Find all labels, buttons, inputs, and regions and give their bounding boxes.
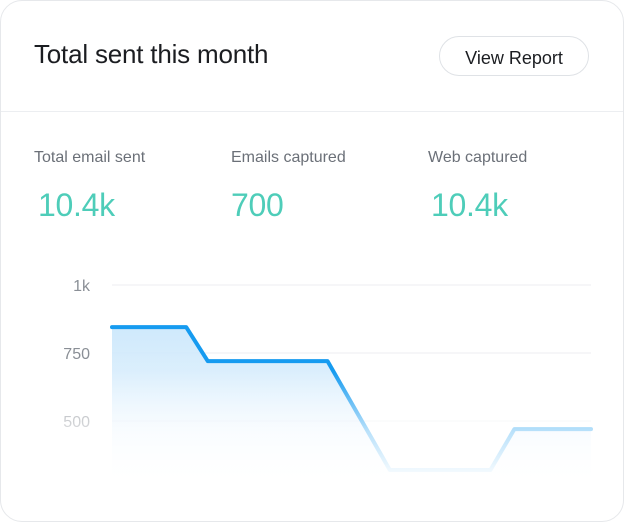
stat-label: Emails captured bbox=[231, 149, 346, 166]
stat-label: Web captured bbox=[428, 149, 528, 166]
data-point bbox=[326, 359, 330, 363]
y-tick-label: 500 bbox=[63, 414, 90, 431]
stat-value: 700 bbox=[231, 187, 284, 223]
data-point bbox=[488, 468, 492, 472]
y-tick-label: 1k bbox=[73, 278, 91, 295]
card-title: Total sent this month bbox=[34, 39, 269, 69]
view-report-button[interactable]: View Report bbox=[439, 36, 589, 76]
data-point bbox=[206, 359, 210, 363]
data-point bbox=[388, 468, 392, 472]
data-point bbox=[512, 427, 516, 431]
stat-web-captured: Web captured 10.4k bbox=[428, 149, 527, 224]
card-header: Total sent this month View Report bbox=[1, 1, 623, 112]
y-tick-label: 750 bbox=[63, 346, 90, 363]
data-point bbox=[589, 427, 593, 431]
stat-value: 10.4k bbox=[431, 187, 508, 223]
stat-total-email-sent: Total email sent 10.4k bbox=[34, 149, 145, 224]
stat-label: Total email sent bbox=[34, 149, 146, 166]
data-point bbox=[110, 325, 114, 329]
stat-value: 10.4k bbox=[38, 187, 115, 223]
sent-chart: 1k 750 500 bbox=[63, 278, 593, 481]
stat-emails-captured: Emails captured 700 bbox=[231, 149, 346, 224]
data-point bbox=[184, 325, 188, 329]
